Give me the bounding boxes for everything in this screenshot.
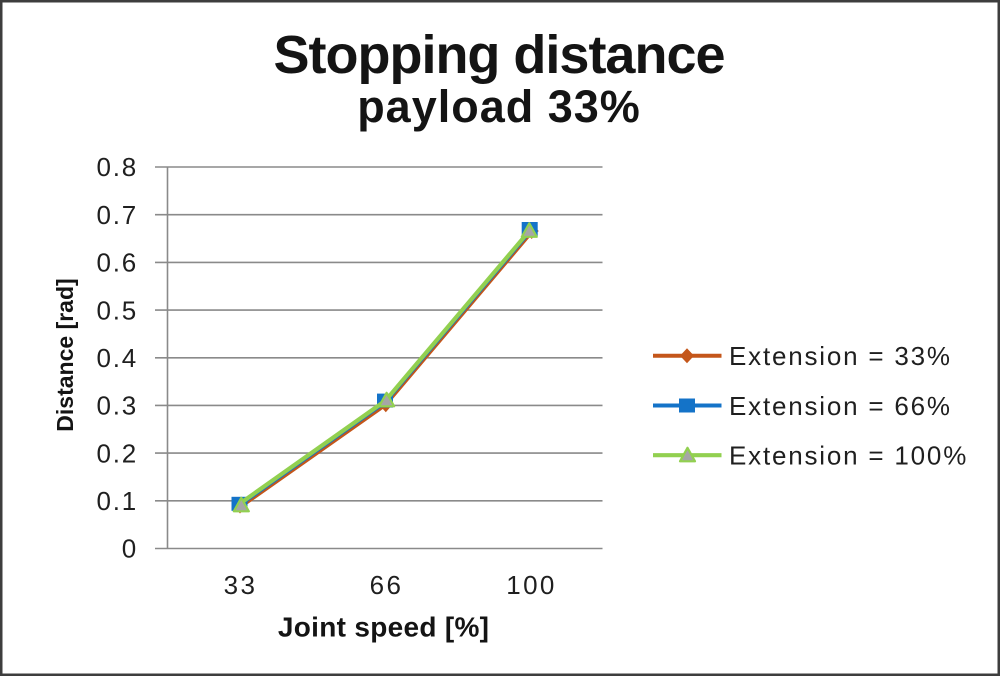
svg-text:0.4: 0.4 [96, 343, 138, 373]
svg-text:0.8: 0.8 [96, 152, 138, 182]
svg-text:0.3: 0.3 [96, 391, 138, 421]
svg-text:0.1: 0.1 [96, 486, 138, 516]
svg-text:Extension = 100%: Extension = 100% [729, 441, 968, 471]
svg-text:0: 0 [122, 534, 138, 564]
svg-text:0.5: 0.5 [96, 295, 138, 325]
svg-text:Distance [rad]: Distance [rad] [52, 278, 78, 431]
svg-text:Joint speed [%]: Joint speed [%] [278, 611, 489, 642]
svg-text:0.6: 0.6 [96, 248, 138, 278]
svg-text:66: 66 [370, 570, 404, 600]
svg-text:0.2: 0.2 [96, 438, 138, 468]
svg-text:Extension = 66%: Extension = 66% [729, 391, 952, 421]
svg-text:Stopping distance: Stopping distance [273, 25, 724, 85]
svg-text:0.7: 0.7 [96, 200, 138, 230]
svg-text:payload 33%: payload 33% [357, 81, 641, 132]
svg-text:Extension = 33%: Extension = 33% [729, 341, 952, 371]
svg-text:100: 100 [506, 570, 557, 600]
svg-text:33: 33 [224, 570, 258, 600]
